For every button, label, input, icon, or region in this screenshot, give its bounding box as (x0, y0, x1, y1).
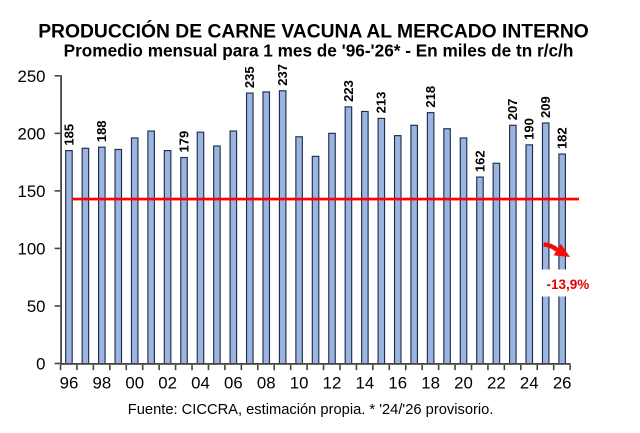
svg-text:10: 10 (290, 374, 309, 393)
svg-text:190: 190 (522, 118, 537, 140)
svg-text:24: 24 (520, 374, 539, 393)
svg-text:100: 100 (18, 239, 46, 258)
svg-text:98: 98 (92, 374, 111, 393)
svg-text:235: 235 (242, 66, 257, 88)
svg-text:08: 08 (257, 374, 276, 393)
svg-text:00: 00 (125, 374, 144, 393)
svg-text:200: 200 (18, 124, 46, 143)
svg-text:162: 162 (472, 150, 487, 172)
svg-text:Fuente: CICCRA, estimación pro: Fuente: CICCRA, estimación propia. * '24… (128, 402, 494, 418)
svg-text:213: 213 (374, 92, 389, 114)
svg-text:185: 185 (61, 124, 76, 146)
svg-text:218: 218 (423, 86, 438, 108)
svg-text:18: 18 (421, 374, 440, 393)
svg-text:20: 20 (454, 374, 473, 393)
svg-text:-13,9%: -13,9% (547, 277, 590, 292)
svg-text:250: 250 (18, 67, 46, 86)
svg-text:237: 237 (275, 64, 290, 86)
svg-text:04: 04 (191, 374, 210, 393)
svg-text:14: 14 (356, 374, 375, 393)
svg-text:209: 209 (538, 96, 553, 118)
svg-text:Promedio mensual para 1 mes de: Promedio mensual para 1 mes de '96-'26* … (64, 41, 574, 61)
svg-text:182: 182 (555, 127, 570, 149)
svg-text:22: 22 (487, 374, 506, 393)
svg-text:150: 150 (18, 182, 46, 201)
svg-text:188: 188 (94, 120, 109, 142)
svg-text:06: 06 (224, 374, 243, 393)
svg-text:PRODUCCIÓN DE CARNE VACUNA AL: PRODUCCIÓN DE CARNE VACUNA AL MERCADO IN… (38, 19, 589, 43)
svg-text:50: 50 (27, 297, 46, 316)
svg-text:96: 96 (60, 374, 79, 393)
svg-text:223: 223 (341, 80, 356, 102)
svg-text:0: 0 (36, 355, 45, 374)
svg-text:179: 179 (176, 131, 191, 153)
svg-text:12: 12 (323, 374, 342, 393)
svg-text:207: 207 (505, 99, 520, 121)
svg-text:26: 26 (553, 374, 572, 393)
svg-text:02: 02 (158, 374, 177, 393)
svg-text:16: 16 (388, 374, 407, 393)
